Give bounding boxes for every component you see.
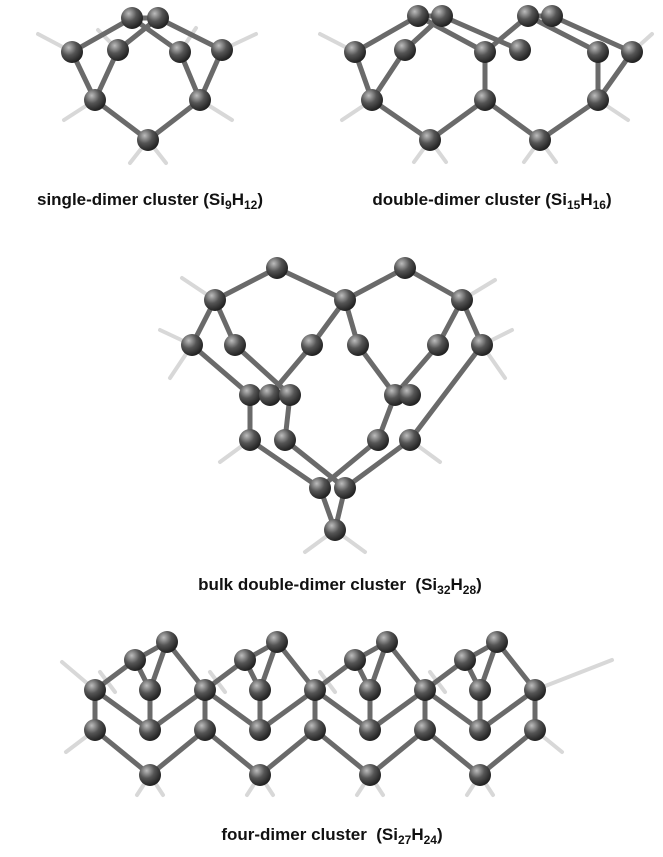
caption-text: ): [606, 190, 612, 209]
caption-text: H: [232, 190, 244, 209]
caption-text: H: [411, 825, 423, 844]
caption-subscript: 15: [567, 198, 580, 212]
caption-subscript: 27: [398, 833, 411, 847]
caption-text: bulk double-dimer cluster (Si: [198, 575, 437, 594]
cluster-drawings: [0, 0, 663, 857]
caption-subscript: 9: [225, 198, 232, 212]
caption: double-dimer cluster (Si15H16): [372, 190, 611, 210]
figure: single-dimer cluster (Si9H12) double-dim…: [0, 0, 663, 857]
caption-text: ): [437, 825, 443, 844]
caption: bulk double-dimer cluster (Si32H28): [198, 575, 482, 595]
caption-text: H: [451, 575, 463, 594]
caption: single-dimer cluster (Si9H12): [37, 190, 263, 210]
caption-subscript: 24: [424, 833, 437, 847]
bulk-double-dimer-cluster: [160, 257, 512, 552]
caption-text: four-dimer cluster (Si: [221, 825, 398, 844]
caption-subscript: 28: [463, 583, 476, 597]
double-dimer-cluster: [320, 5, 652, 162]
caption-text: single-dimer cluster (Si: [37, 190, 225, 209]
caption-subscript: 32: [437, 583, 450, 597]
caption-text: ): [257, 190, 263, 209]
caption-text: ): [476, 575, 482, 594]
caption-text: double-dimer cluster (Si: [372, 190, 567, 209]
caption-subscript: 12: [244, 198, 257, 212]
caption-subscript: 16: [593, 198, 606, 212]
caption: four-dimer cluster (Si27H24): [221, 825, 442, 845]
four-dimer-cluster: [62, 631, 612, 795]
single-dimer-cluster: [38, 7, 256, 163]
caption-text: H: [580, 190, 592, 209]
